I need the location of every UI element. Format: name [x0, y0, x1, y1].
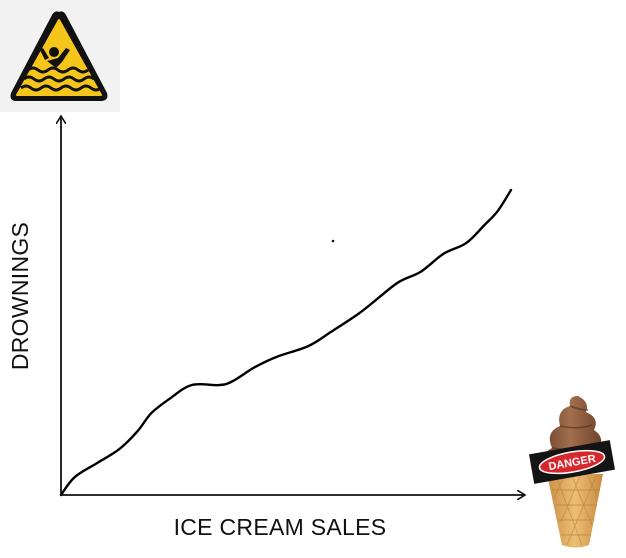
stray-dot	[331, 239, 335, 243]
x-axis-title: ICE CREAM SALES	[174, 514, 387, 540]
series-line	[59, 188, 513, 497]
ice-cream-cone-icon: DANGER	[529, 396, 615, 548]
y-axis-title: DROWNINGS	[7, 222, 33, 370]
drowning-warning-sign-icon	[0, 0, 120, 112]
